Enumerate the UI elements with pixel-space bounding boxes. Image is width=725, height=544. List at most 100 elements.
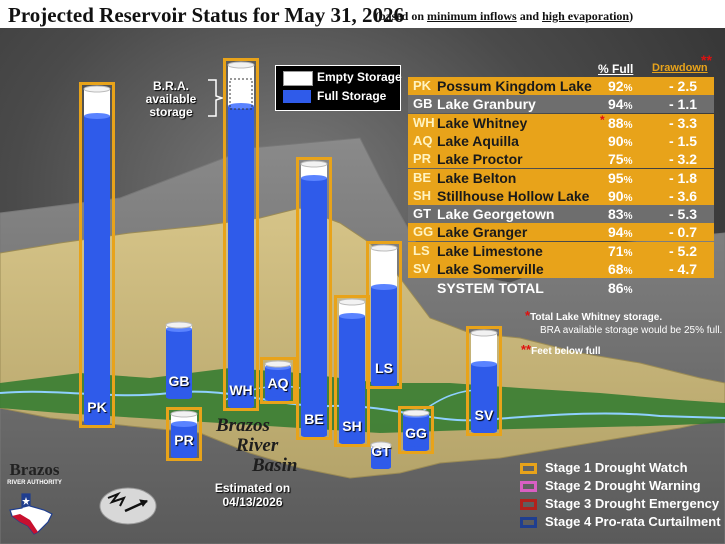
table-row: GG Lake Granger 94% - 0.7 xyxy=(408,223,714,244)
cylinder-graphic xyxy=(300,160,328,437)
cylinder-top xyxy=(370,441,392,449)
row-pct-full: 95% xyxy=(608,169,632,190)
table-row: SH Stillhouse Hollow Lake 90% - 3.6 xyxy=(408,186,714,208)
full-storage-swatch xyxy=(283,90,311,103)
subtitle-and: and xyxy=(516,9,543,23)
full-storage-label: Full Storage xyxy=(317,89,387,103)
row-pct-full: 68% xyxy=(608,260,632,281)
row-background xyxy=(408,223,714,242)
reservoir-cylinder-be: BE xyxy=(296,157,332,440)
table-row: WH Lake Whitney * 88% - 3.3 xyxy=(408,112,714,132)
basin-label-line1: Brazos xyxy=(216,415,270,436)
table-header-pct: % Full xyxy=(598,62,634,76)
full-storage-bar xyxy=(171,424,197,456)
cylinder-label: SV xyxy=(474,407,494,423)
stage-4-swatch xyxy=(520,517,537,528)
fill-level-surface xyxy=(171,421,197,427)
cylinder-graphic xyxy=(470,329,498,433)
fill-level-surface xyxy=(301,175,327,181)
cylinder-top xyxy=(264,360,292,368)
empty-storage-swatch xyxy=(283,71,313,86)
cylinder-graphic xyxy=(370,441,392,469)
row-abbr: SH xyxy=(413,187,432,203)
row-pct-unit: % xyxy=(623,156,633,168)
cylinder-top xyxy=(470,329,498,337)
stage-4-label: Stage 4 Pro-rata Curtailment xyxy=(545,514,721,529)
footnote-star-mark: * xyxy=(525,308,531,323)
bra-storage-note: B.R.A. available storage xyxy=(145,79,197,119)
cylinder-label: SH xyxy=(342,418,362,434)
cylinder-bottom xyxy=(371,381,397,386)
footnote-dstar: **Feet below full xyxy=(521,342,601,357)
row-drawdown: - 4.7 xyxy=(668,261,697,277)
cylinder-graphic xyxy=(83,85,111,425)
row-flag: * xyxy=(600,112,605,127)
cylinder-label: LS xyxy=(375,360,393,376)
row-drawdown: - 3.6 xyxy=(668,187,697,204)
bra-bracket xyxy=(208,79,225,117)
full-storage-bar xyxy=(166,329,192,397)
reservoir-cylinder-pr: PR xyxy=(166,407,202,461)
cylinder-label: AQ xyxy=(267,375,289,391)
row-abbr: WH xyxy=(413,114,435,130)
row-drawdown: - 2.5 xyxy=(668,78,697,94)
cylinder-bottom xyxy=(228,403,254,408)
cylinder-bottom xyxy=(171,453,197,458)
cylinder-bottom xyxy=(471,428,497,433)
system-total-label: SYSTEM TOTAL xyxy=(437,280,544,296)
page-subtitle: (based on minimum inflows and high evapo… xyxy=(375,9,633,24)
reservoir-cylinder-gg: GG xyxy=(398,406,434,454)
cylinder-graphic xyxy=(338,298,366,444)
cylinder-graphic xyxy=(170,410,198,458)
cylinder-graphic xyxy=(402,409,430,451)
row-lake-name: Lake Whitney xyxy=(437,114,528,131)
subtitle-inflows: minimum inflows xyxy=(427,9,517,23)
cylinder-label: GB xyxy=(168,373,190,389)
row-lake-name: Possum Kingdom Lake xyxy=(437,78,592,94)
row-lake-name: Lake Georgetown xyxy=(437,206,555,223)
full-storage-bar xyxy=(228,106,254,406)
row-drawdown: - 1.5 xyxy=(668,132,697,149)
empty-storage-label: Empty Storage xyxy=(317,70,402,84)
cylinder-bottom xyxy=(265,396,291,401)
row-abbr: SV xyxy=(413,261,431,276)
full-storage-bar xyxy=(371,449,391,467)
fill-level-surface xyxy=(371,284,397,290)
row-background xyxy=(408,113,714,132)
table-row: GB Lake Granbury 94% - 1.1 xyxy=(408,95,714,114)
table-row: LS Lake Limestone 71% - 5.2 xyxy=(408,241,714,260)
cylinder-bottom xyxy=(403,446,429,451)
storage-legend: Empty Storage Full Storage xyxy=(275,65,402,111)
logo-name: Brazos xyxy=(9,460,60,479)
row-lake-name: Lake Proctor xyxy=(437,151,523,168)
estimate-line2: 04/13/2026 xyxy=(222,495,283,509)
row-pct-unit: % xyxy=(623,229,633,241)
stage-3-swatch xyxy=(520,499,537,510)
reservoir-cylinder-wh: WH xyxy=(223,58,259,411)
basin-label-line3: Basin xyxy=(252,455,298,476)
cylinder-top xyxy=(227,61,255,69)
cylinder-top xyxy=(83,85,111,93)
system-total-unit: % xyxy=(623,285,633,296)
stage-3-label: Stage 3 Drought Emergency xyxy=(545,496,720,511)
row-lake-name: Lake Somerville xyxy=(437,261,544,277)
row-background xyxy=(408,205,714,224)
row-lake-name: Lake Granbury xyxy=(437,96,536,113)
row-background xyxy=(408,150,714,169)
row-pct-unit: % xyxy=(623,247,633,259)
row-lake-name: Lake Granger xyxy=(437,224,528,241)
cylinder-top xyxy=(402,409,430,417)
row-pct-full: 94% xyxy=(608,223,632,244)
full-storage-bar xyxy=(301,178,327,435)
table-row: PR Lake Proctor 75% - 3.2 xyxy=(408,150,714,169)
north-arrow-disc xyxy=(99,487,157,525)
row-pct-value: 92 xyxy=(608,78,624,94)
fill-level-surface xyxy=(228,103,254,109)
cylinder-label: GG xyxy=(405,425,427,441)
row-pct-full: 90% xyxy=(608,187,632,208)
row-pct-unit: % xyxy=(623,174,633,186)
reservoir-cylinder-pk: PK xyxy=(79,82,115,428)
row-background xyxy=(408,168,714,187)
footnote-star: *Total Lake Whitney storage. xyxy=(525,308,662,323)
